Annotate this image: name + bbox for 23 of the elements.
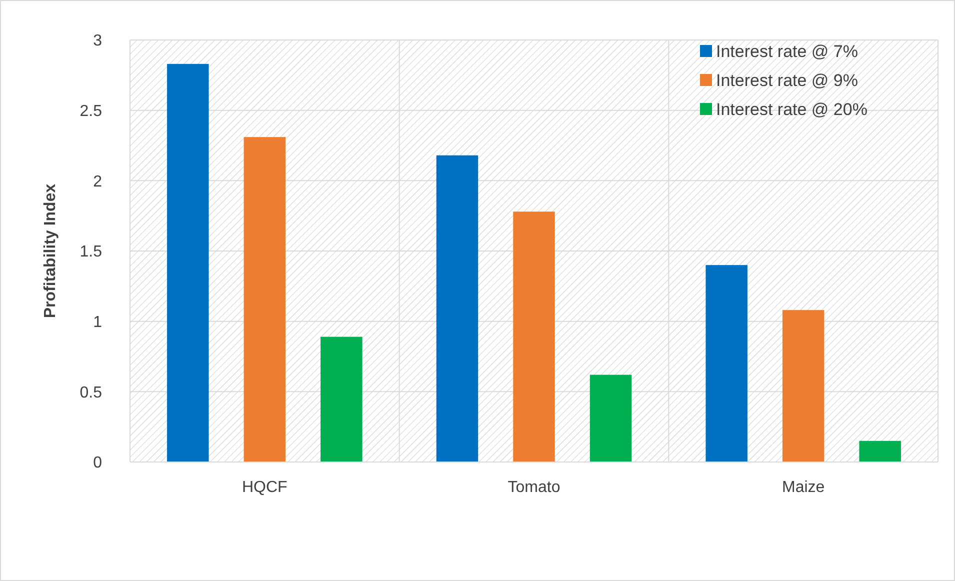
x-tick-label: HQCF <box>242 479 288 496</box>
y-tick-label: 2 <box>93 173 102 190</box>
legend-label: Interest rate @ 9% <box>716 70 858 90</box>
bar <box>244 137 286 462</box>
y-tick-label: 1 <box>93 314 102 331</box>
y-tick-label: 2.5 <box>80 102 102 120</box>
bar <box>436 155 478 462</box>
bar <box>706 265 748 462</box>
y-axis-title: Profitability Index <box>42 184 59 318</box>
bar <box>590 374 632 462</box>
bar <box>859 440 901 462</box>
y-tick-label: 1.5 <box>80 244 102 261</box>
bar <box>782 310 824 462</box>
legend-label: Interest rate @ 7% <box>716 42 858 61</box>
y-tick-label: 3 <box>93 32 102 50</box>
bar <box>167 64 209 462</box>
x-tick-label: Tomato <box>508 479 560 496</box>
y-tick-label: 0.5 <box>80 384 102 402</box>
y-tick-label: 0 <box>93 454 102 472</box>
bar <box>513 212 555 462</box>
x-tick-label: Maize <box>782 479 825 496</box>
bar <box>320 336 362 462</box>
legend-label: Interest rate @ 20% <box>716 100 868 119</box>
